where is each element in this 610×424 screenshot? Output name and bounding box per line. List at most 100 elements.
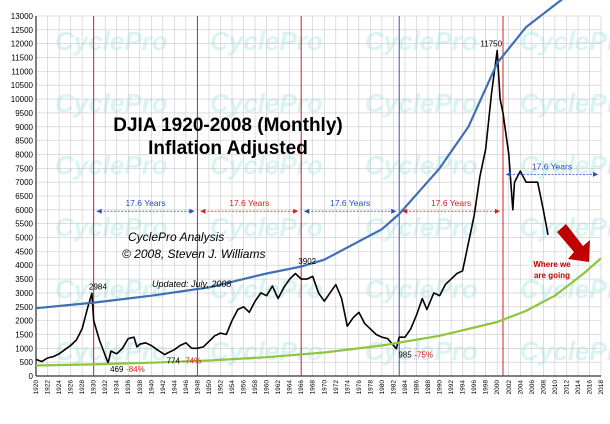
span-arrow-right-icon (391, 208, 397, 214)
peak-label: 2984 (89, 282, 107, 291)
x-tick-label: 2004 (517, 380, 524, 395)
credit-copyright: © 2008, Steven J. Williams (122, 247, 265, 261)
y-tick-label: 7000 (15, 178, 33, 187)
x-axis-ticks: 1920 1922 1924 1926 1928 1930 1932 1934 1936 1938… (33, 380, 605, 395)
x-tick-label: 1946 (183, 380, 190, 395)
span-label: 17.6 Years (125, 198, 165, 208)
y-tick-label: 3000 (15, 289, 33, 298)
x-tick-label: 1956 (241, 380, 248, 395)
x-tick-label: 1980 (379, 380, 386, 395)
djia-series-line (36, 49, 549, 364)
x-tick-label: 1974 (344, 380, 351, 395)
trough-label: 985 (398, 351, 412, 360)
x-tick-label: 1950 (206, 380, 213, 395)
updated-date: Updated: July, 2008 (152, 279, 231, 289)
x-tick-label: 2014 (575, 380, 582, 395)
y-tick-label: 13000 (11, 12, 34, 21)
x-tick-label: 1932 (102, 380, 109, 395)
y-tick-label: 11500 (11, 54, 33, 63)
x-tick-label: 1954 (229, 380, 236, 395)
y-tick-label: 4500 (15, 247, 33, 256)
x-tick-label: 2008 (540, 380, 547, 395)
x-tick-label: 1990 (437, 380, 444, 395)
chart-title-line2: Inflation Adjusted (148, 138, 308, 159)
x-tick-label: 2010 (552, 380, 559, 395)
x-tick-label: 1988 (425, 380, 432, 395)
x-tick-label: 1936 (125, 380, 132, 395)
grid-layer (35, 15, 602, 377)
span-arrow-left-icon (200, 208, 206, 214)
x-tick-label: 1940 (148, 380, 155, 395)
x-tick-label: 2006 (529, 380, 536, 395)
where-line2: are going (534, 271, 570, 280)
y-tick-label: 5500 (15, 220, 33, 229)
cycle-spans: 17.6 Years 17.6 Years 17.6 Years 17.6 Years… (96, 161, 598, 214)
span-arrow-left-icon (304, 208, 310, 214)
span-arrow-left-icon (402, 208, 408, 214)
watermark-text: CyclePro (55, 88, 168, 118)
y-tick-label: 500 (20, 358, 34, 367)
x-tick-label: 2016 (586, 380, 593, 395)
span-arrow-right-icon (189, 208, 195, 214)
watermark-text: CyclePro (55, 150, 168, 180)
y-tick-label: 10000 (11, 95, 34, 104)
span-arrow-right-icon (593, 171, 598, 177)
x-tick-label: 2002 (506, 380, 513, 395)
x-tick-label: 1958 (252, 380, 259, 395)
x-tick-label: 1976 (356, 380, 363, 395)
watermark-text: CyclePro (365, 150, 478, 180)
span-label: 17.6 Years (229, 198, 269, 208)
span-arrow-left-icon (96, 208, 102, 214)
x-tick-label: 1944 (171, 380, 178, 395)
x-tick-label: 1970 (321, 380, 328, 395)
x-tick-label: 1952 (217, 380, 224, 395)
upper-trend-line (36, 0, 564, 310)
x-tick-label: 2018 (598, 380, 605, 395)
y-tick-label: 9000 (15, 123, 33, 132)
span-label: 17.6 Years (431, 198, 471, 208)
span-arrow-right-icon (293, 208, 299, 214)
x-tick-label: 2000 (494, 380, 501, 395)
y-tick-label: 7500 (15, 164, 33, 173)
watermark-text: CyclePro (365, 26, 478, 56)
chart-title-line1: DJIA 1920-2008 (Monthly) (113, 115, 342, 136)
where-line1: Where we (533, 260, 571, 269)
y-tick-label: 9500 (15, 109, 33, 118)
span-label: 17.6 Years (330, 198, 370, 208)
y-tick-label: 11000 (11, 67, 33, 76)
span-arrow-right-icon (494, 208, 500, 214)
watermark-text: CyclePro (520, 336, 610, 366)
y-tick-label: 4000 (15, 261, 33, 270)
x-tick-label: 1986 (414, 380, 421, 395)
x-tick-label: 1982 (390, 380, 397, 395)
x-tick-label: 1998 (483, 380, 490, 395)
peak-label: 3902 (298, 257, 316, 266)
y-tick-label: 6000 (15, 206, 33, 215)
x-tick-label: 1960 (264, 380, 271, 395)
x-tick-label: 1996 (471, 380, 478, 395)
x-tick-label: 1928 (79, 380, 86, 395)
x-tick-label: 1948 (194, 380, 201, 395)
x-tick-label: 1992 (448, 380, 455, 395)
down-arrow-icon (557, 224, 590, 262)
trough-pct-label: -74% (183, 357, 202, 366)
credit-analysis: CyclePro Analysis (128, 230, 224, 244)
x-tick-label: 1938 (137, 380, 144, 395)
x-tick-label: 1962 (275, 380, 282, 395)
x-tick-label: 1920 (33, 380, 40, 395)
x-tick-label: 1994 (460, 380, 467, 395)
x-tick-label: 2012 (563, 380, 570, 395)
watermark-text: CyclePro (520, 88, 610, 118)
x-tick-label: 1942 (160, 380, 167, 395)
y-tick-label: 8500 (15, 137, 33, 146)
y-tick-label: 0 (29, 372, 34, 381)
x-tick-label: 1972 (333, 380, 340, 395)
y-tick-label: 5000 (15, 234, 33, 243)
y-tick-label: 10500 (11, 81, 34, 90)
annotations-layer: 2984 469 -84% 774 -74% 3902 985 -75% 11750 (89, 40, 503, 374)
peak-label: 11750 (480, 40, 502, 49)
span-label: 17.6 Years (532, 161, 572, 171)
span-arrow-left-icon (505, 171, 511, 177)
